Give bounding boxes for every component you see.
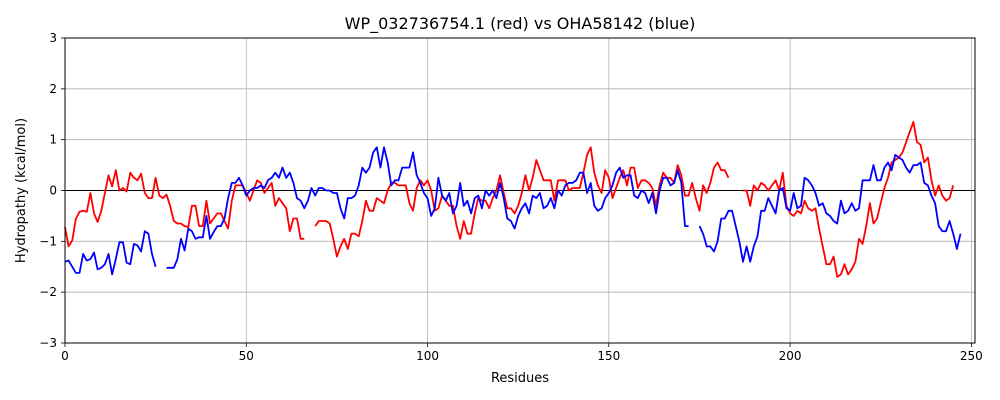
x-tick-label: 50 [239,349,254,363]
x-tick-label: 250 [960,349,983,363]
y-tick-label: −2 [39,285,57,299]
series-line-segment [166,146,689,269]
y-axis-label: Hydropathy (kcal/mol) [14,118,29,263]
y-tick-label: 1 [49,133,57,147]
y-tick-label: 3 [49,31,57,45]
x-tick-label: 0 [61,349,69,363]
x-tick-label: 200 [779,349,802,363]
y-tick-label: 2 [49,82,57,96]
y-tick-label: 0 [49,184,57,198]
series-1 [64,146,962,276]
chart-title: WP_032736754.1 (red) vs OHA58142 (blue) [345,14,696,34]
y-tick-label: −1 [39,234,57,248]
series-line-segment [64,230,157,276]
x-axis-ticks: 0 50 100 150 200 250 [61,343,983,363]
x-tick-label: 150 [597,349,620,363]
series-0 [64,121,955,278]
x-tick-label: 100 [416,349,439,363]
series-line-segment [698,153,962,263]
x-axis-label: Residues [491,371,549,386]
series-line-segment [314,146,730,258]
series-line-segment [64,169,305,248]
y-axis-ticks: −3 −2 −1 0 1 2 3 [39,31,65,350]
series-line-segment [743,121,955,278]
y-tick-label: −3 [39,336,57,350]
series-layer [64,121,962,278]
